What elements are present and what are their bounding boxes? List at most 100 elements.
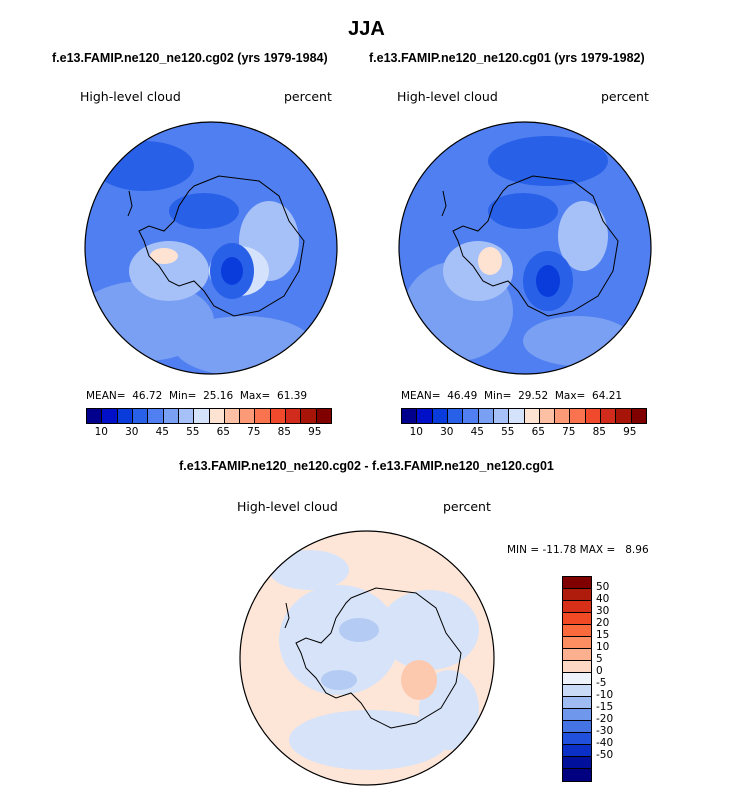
colorbar-tick-label: 45 [155,426,169,438]
colorbar-swatch [601,409,617,423]
colorbar-tick-label: 15 [596,629,610,641]
colorbar-swatch [563,601,591,613]
colorbar-tick-label: -20 [596,713,614,725]
colorbar-swatch [563,769,591,781]
colorbar-swatch [563,661,591,673]
panel2-units-label: percent [601,89,649,104]
min-value: 29.52 [518,390,549,402]
min-label: Min= [168,390,197,402]
colorbar-swatch [563,649,591,661]
colorbar-swatch [563,757,591,769]
colorbar-swatch [563,673,591,685]
max-value: 64.21 [592,390,623,402]
colorbar-tick-label: 30 [596,605,610,617]
difference-colorbar-ticks: 50 40 30 20 15 10 5 0 -5 -10 -15 -20 -30 -40 -50 [596,576,636,780]
colorbar-swatch [132,409,149,423]
min-value: 25.16 [203,390,234,402]
panel1-stats: MEAN= 46.72 Min= 25.16 Max= 61.39 [86,390,307,402]
panel1-colorbar [86,408,332,424]
colorbar-tick-label: 95 [623,426,637,438]
colorbar-tick-label: 50 [596,581,610,593]
colorbar-tick-label: 10 [409,426,423,438]
mean-value: 46.49 [447,390,478,402]
colorbar-swatch [117,409,133,423]
colorbar-swatch [255,409,271,423]
colorbar-swatch [555,409,571,423]
colorbar-swatch [148,409,164,423]
difference-variable-label: High-level cloud [237,499,338,514]
colorbar-swatch [563,733,591,745]
colorbar-tick-label: 20 [596,617,610,629]
panel2-colorbar-ticks: 10 30 45 55 65 75 85 95 [401,426,645,440]
mean-value: 46.72 [132,390,163,402]
colorbar-swatch [316,409,331,423]
colorbar-swatch [286,409,302,423]
colorbar-swatch [563,577,591,589]
difference-polar-map [239,530,495,786]
difference-units-label: percent [443,499,491,514]
min-label: Min= [483,390,512,402]
panel2-colorbar [401,408,647,424]
colorbar-tick-label: 85 [277,426,291,438]
colorbar-swatch [87,409,103,423]
colorbar-swatch [417,409,433,423]
colorbar-tick-label: 40 [596,593,610,605]
panel2-variable-label: High-level cloud [397,89,498,104]
colorbar-tick-label: 95 [308,426,322,438]
difference-stats: MIN = -11.78 MAX = 8.96 [507,544,649,556]
difference-colorbar [562,576,592,782]
colorbar-tick-label: 65 [531,426,545,438]
colorbar-swatch [102,409,118,423]
colorbar-swatch [509,409,525,423]
colorbar-swatch [493,409,510,423]
max-label: Max= [554,390,586,402]
panel2-title: f.e13.FAMIP.ne120_ne120.cg01 (yrs 1979-1… [369,51,645,65]
colorbar-tick-label: 30 [440,426,454,438]
colorbar-swatch [563,625,591,637]
panel1-colorbar-ticks: 10 30 45 55 65 75 85 95 [86,426,330,440]
colorbar-tick-label: 85 [592,426,606,438]
colorbar-tick-label: -10 [596,689,614,701]
colorbar-tick-label: 5 [596,653,603,665]
colorbar-swatch [194,409,210,423]
colorbar-swatch [178,409,195,423]
colorbar-tick-label: 75 [247,426,261,438]
max-label: Max= [239,390,271,402]
colorbar-tick-label: -30 [596,725,614,737]
colorbar-tick-label: 10 [94,426,108,438]
colorbar-tick-label: 55 [501,426,515,438]
colorbar-swatch [209,409,225,423]
panel2-stats: MEAN= 46.49 Min= 29.52 Max= 64.21 [401,390,622,402]
figure-title: JJA [348,18,385,40]
colorbar-swatch [563,697,591,709]
colorbar-swatch [463,409,479,423]
colorbar-swatch [585,409,602,423]
colorbar-swatch [631,409,646,423]
panel1-title: f.e13.FAMIP.ne120_ne120.cg02 (yrs 1979-1… [52,51,328,65]
colorbar-swatch [563,685,591,697]
colorbar-tick-label: 10 [596,641,610,653]
colorbar-swatch [432,409,448,423]
colorbar-swatch [563,745,591,757]
colorbar-swatch [563,613,591,625]
colorbar-tick-label: 75 [562,426,576,438]
difference-title: f.e13.FAMIP.ne120_ne120.cg02 - f.e13.FAM… [179,459,554,473]
mean-label: MEAN= [86,390,126,402]
colorbar-tick-label: 55 [186,426,200,438]
colorbar-tick-label: 30 [125,426,139,438]
colorbar-tick-label: 45 [470,426,484,438]
colorbar-swatch [563,637,591,649]
colorbar-swatch [524,409,540,423]
colorbar-swatch [270,409,287,423]
colorbar-swatch [539,409,556,423]
colorbar-swatch [224,409,241,423]
max-value: 61.39 [277,390,308,402]
colorbar-swatch [616,409,632,423]
colorbar-swatch [402,409,418,423]
panel1-units-label: percent [284,89,332,104]
panel1-polar-map [84,121,338,375]
colorbar-swatch [563,589,591,601]
colorbar-swatch [301,409,317,423]
colorbar-tick-label: -5 [596,677,607,689]
mean-label: MEAN= [401,390,441,402]
